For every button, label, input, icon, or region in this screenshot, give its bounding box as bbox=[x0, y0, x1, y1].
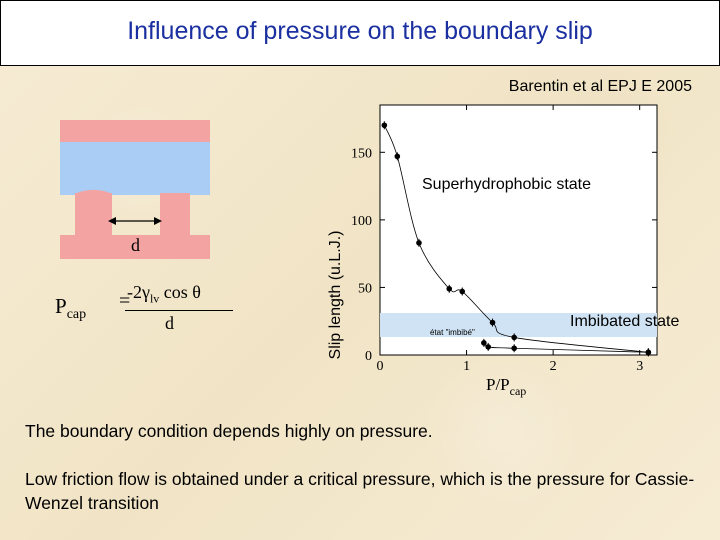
data-point-s2-3 bbox=[645, 349, 652, 356]
formula-num-prefix: -2γ bbox=[127, 282, 150, 302]
annotation-superhydrophobic: Superhydrophobic state bbox=[422, 176, 591, 193]
data-point-s1-1 bbox=[394, 153, 401, 160]
formula-lhs-sub: cap bbox=[66, 307, 87, 323]
x-axis-label: P/Pcap bbox=[486, 375, 526, 398]
data-point-s1-4 bbox=[459, 288, 466, 295]
slip-length-chart: 0 1 2 3 0 50 100 150 Slip length (u.L.J.) P/Pca… bbox=[327, 104, 680, 398]
top-plate bbox=[60, 120, 210, 142]
data-point-s1-6 bbox=[511, 334, 517, 341]
x-tick-label-2: 2 bbox=[550, 359, 557, 374]
x-axis-label-sub: cap bbox=[510, 384, 527, 398]
formula-lhs: Pcap bbox=[55, 294, 86, 323]
data-point-s1-3 bbox=[446, 285, 453, 292]
data-point-s1-2 bbox=[416, 240, 422, 246]
gap-label: d bbox=[131, 235, 140, 255]
reference-citation: Barentin et al EPJ E 2005 bbox=[508, 78, 692, 95]
paragraph-low-friction: Low friction flow is obtained under a cr… bbox=[25, 469, 695, 513]
title-box: Influence of pressure on the boundary sl… bbox=[0, 0, 720, 66]
gap-arrow-left-head bbox=[108, 217, 116, 225]
x-tick-label-1: 1 bbox=[463, 359, 470, 374]
x-tick-label-3: 3 bbox=[636, 359, 643, 374]
imbibed-region bbox=[380, 313, 657, 337]
tick-labels: 0 1 2 3 0 50 100 150 bbox=[351, 146, 643, 374]
data-point-s1-0 bbox=[381, 122, 388, 129]
paragraph-boundary-condition: The boundary condition depends highly on… bbox=[25, 421, 433, 441]
annotation-etat-imbibe: état "imbibé" bbox=[430, 328, 475, 337]
y-tick-label-2: 100 bbox=[351, 214, 372, 229]
meniscus bbox=[110, 193, 160, 211]
x-tick-label-0: 0 bbox=[377, 359, 384, 374]
data-point-s2-1 bbox=[485, 344, 492, 350]
formula-num-sub: lv bbox=[149, 291, 160, 306]
x-axis-label-main: P/P bbox=[486, 375, 510, 394]
formula-lhs-main: P bbox=[55, 294, 67, 318]
annotation-imbibated: Imbibated state bbox=[570, 313, 680, 330]
slide-title: Influence of pressure on the boundary sl… bbox=[127, 17, 593, 45]
axis-ticks bbox=[379, 105, 657, 356]
data-points bbox=[381, 121, 652, 357]
y-tick-label-1: 50 bbox=[358, 281, 372, 296]
y-axis-label: Slip length (u.L.J.) bbox=[327, 231, 344, 360]
gap-arrow-right-head bbox=[154, 217, 162, 225]
data-point-s2-0 bbox=[481, 340, 487, 346]
liquid-layer bbox=[60, 137, 210, 195]
pillar-diagram: d bbox=[60, 120, 210, 259]
right-pillar bbox=[160, 193, 190, 237]
substrate bbox=[60, 235, 210, 259]
data-point-s1-5 bbox=[489, 319, 496, 326]
data-point-s2-2 bbox=[511, 345, 517, 352]
left-pillar bbox=[75, 189, 112, 237]
formula-fraction-bar bbox=[125, 310, 233, 311]
y-tick-label-0: 0 bbox=[365, 349, 372, 364]
formula-denominator: d bbox=[165, 313, 174, 333]
formula-equals: = bbox=[119, 290, 131, 312]
formula-numerator: -2γlv cos θ bbox=[127, 282, 201, 307]
formula-num-suffix: cos θ bbox=[159, 282, 201, 302]
y-tick-label-3: 150 bbox=[351, 146, 372, 161]
